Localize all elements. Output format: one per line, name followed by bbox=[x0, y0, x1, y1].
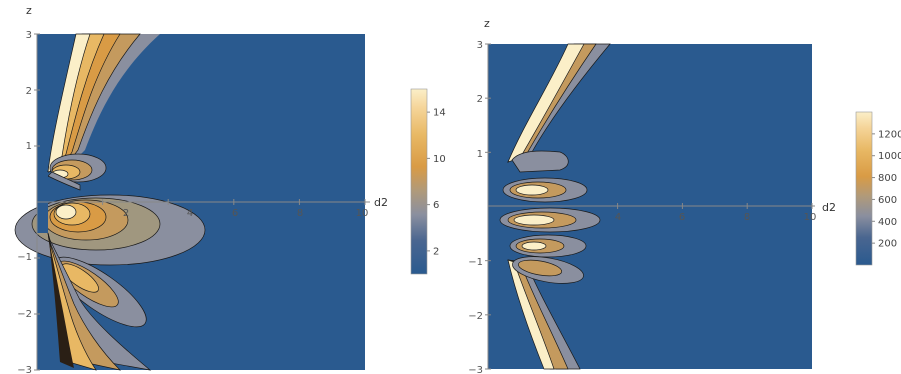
left-lower-branch bbox=[47, 232, 152, 371]
left-x-tick-label: 10 bbox=[356, 208, 369, 219]
left-y-tick-label: 1 bbox=[26, 141, 32, 152]
colorbar-tick-label: 10 bbox=[433, 154, 446, 165]
left-x-tick-label: 2 bbox=[123, 208, 129, 219]
right-y-tick-label: 2 bbox=[477, 94, 483, 105]
right-colorbar-gradient bbox=[855, 111, 873, 266]
left-y-tick-label: 2 bbox=[26, 86, 32, 97]
right-x-axis-label: d2 bbox=[822, 201, 836, 214]
right-y-tick-label: −1 bbox=[468, 257, 483, 268]
left-colorbar: 2 6 10 14 bbox=[410, 88, 446, 275]
colorbar-tick-label: 1000 bbox=[878, 151, 901, 162]
left-colorbar-gradient bbox=[410, 88, 428, 275]
right-tick-marks bbox=[485, 43, 813, 370]
right-plot: z d2 4 6 8 10 −3 −2 −1 1 2 3 bbox=[468, 17, 836, 374]
left-y-tick-label: −2 bbox=[17, 309, 32, 320]
right-colorbar: 200 400 600 800 1000 1200 bbox=[855, 111, 901, 266]
colorbar-tick-label: 2 bbox=[433, 246, 439, 257]
left-x-tick-label: 6 bbox=[232, 208, 238, 219]
right-lobes bbox=[499, 177, 601, 258]
right-y-tick-label: −3 bbox=[468, 365, 483, 374]
right-x-tick-label: 4 bbox=[615, 212, 621, 223]
right-y-axis-label: z bbox=[484, 17, 490, 30]
colorbar-tick-label: 14 bbox=[433, 108, 446, 119]
left-plot: z d2 2 4 6 8 10 −3 −2 −1 1 2 3 bbox=[14, 4, 388, 374]
left-y-tick-label: −1 bbox=[17, 252, 32, 263]
left-upper-lobe bbox=[47, 153, 107, 191]
left-lower-lobe bbox=[53, 256, 147, 328]
right-x-tick-label: 10 bbox=[804, 212, 817, 223]
left-y-axis-label: z bbox=[26, 4, 32, 17]
left-y-tick-label: 3 bbox=[26, 30, 32, 41]
colorbar-tick-label: 200 bbox=[878, 239, 897, 250]
colorbar-tick-label: 6 bbox=[433, 200, 439, 211]
left-big-lobe bbox=[14, 194, 206, 266]
colorbar-tick-label: 600 bbox=[878, 195, 897, 206]
left-tick-marks bbox=[34, 33, 366, 371]
colorbar-tick-label: 800 bbox=[878, 173, 897, 184]
right-upper-branch bbox=[507, 43, 611, 173]
right-y-tick-label: 1 bbox=[477, 149, 483, 160]
right-colorbar-ticks: 200 400 600 800 1000 1200 bbox=[872, 129, 901, 250]
left-x-tick-label: 8 bbox=[297, 208, 303, 219]
right-lower-branch bbox=[507, 256, 584, 370]
right-y-tick-label: −2 bbox=[468, 311, 483, 322]
right-x-tick-label: 8 bbox=[744, 212, 750, 223]
left-upper-branch bbox=[47, 33, 160, 173]
left-y-tick-label: −3 bbox=[17, 365, 32, 374]
right-y-tick-label: 3 bbox=[477, 40, 483, 51]
colorbar-tick-label: 400 bbox=[878, 217, 897, 228]
left-x-tick-label: 4 bbox=[187, 208, 193, 219]
colorbar-tick-label: 1200 bbox=[878, 129, 901, 140]
left-colorbar-ticks: 2 6 10 14 bbox=[427, 108, 446, 257]
left-x-axis-label: d2 bbox=[374, 196, 388, 209]
right-x-tick-label: 6 bbox=[679, 212, 685, 223]
